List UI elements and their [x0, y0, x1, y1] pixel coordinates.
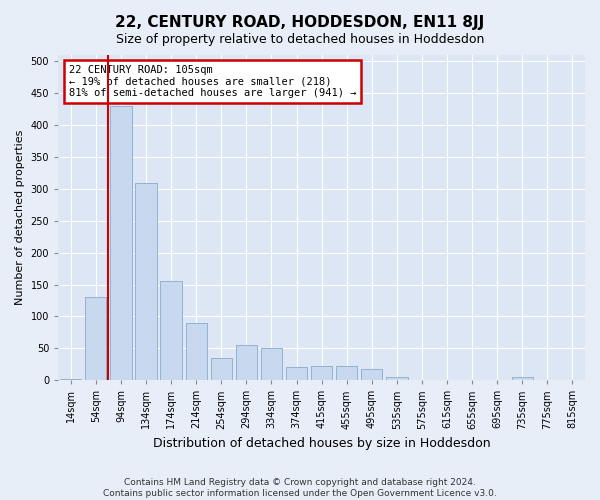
Bar [160, 282, 182, 380]
Text: 22 CENTURY ROAD: 105sqm
← 19% of detached houses are smaller (218)
81% of semi-d: 22 CENTURY ROAD: 105sqm ← 19% of detache… [69, 65, 356, 98]
Bar [185, 323, 207, 380]
Bar [85, 298, 106, 380]
Bar [311, 366, 332, 380]
Y-axis label: Number of detached properties: Number of detached properties [15, 130, 25, 306]
Text: 22, CENTURY ROAD, HODDESDON, EN11 8JJ: 22, CENTURY ROAD, HODDESDON, EN11 8JJ [115, 15, 485, 30]
Bar [236, 345, 257, 380]
Bar [512, 377, 533, 380]
Bar [211, 358, 232, 380]
Bar [136, 182, 157, 380]
Bar [286, 368, 307, 380]
Text: Size of property relative to detached houses in Hoddesdon: Size of property relative to detached ho… [116, 32, 484, 46]
Bar [386, 377, 407, 380]
Text: Contains HM Land Registry data © Crown copyright and database right 2024.
Contai: Contains HM Land Registry data © Crown c… [103, 478, 497, 498]
Bar [110, 106, 131, 380]
Bar [261, 348, 282, 380]
X-axis label: Distribution of detached houses by size in Hoddesdon: Distribution of detached houses by size … [153, 437, 490, 450]
Bar [60, 379, 82, 380]
Bar [336, 366, 358, 380]
Bar [361, 368, 382, 380]
